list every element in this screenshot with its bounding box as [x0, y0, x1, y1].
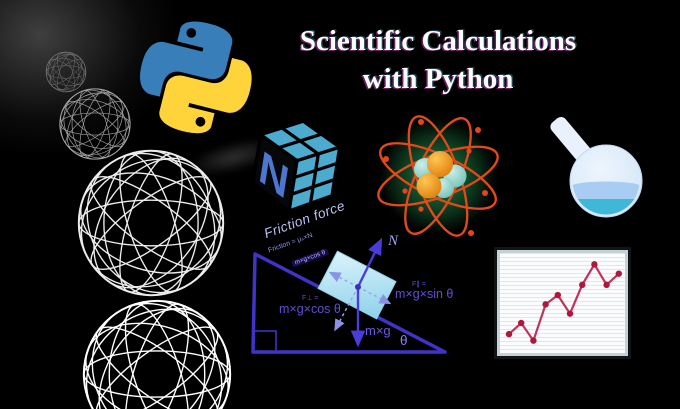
block-center-dot	[355, 284, 361, 290]
perpendicular-formula-label: m×g×cos θ	[279, 302, 341, 316]
title-line-2: with Python	[362, 63, 514, 95]
flask-icon	[550, 116, 643, 218]
line-chart	[497, 250, 628, 356]
incline-angle-label: θ	[400, 333, 408, 348]
title-line-1: Scientific Calculations	[299, 25, 577, 57]
line-chart-svg	[505, 261, 622, 344]
wireframe-sphere-icon	[80, 297, 234, 409]
wireframe-sphere-icon	[75, 147, 227, 299]
atom-orbits	[377, 115, 499, 237]
atom-icon	[363, 102, 513, 250]
python-logo-icon	[140, 21, 252, 134]
incline-diagram: Friction force Friction = μₛ×N m×g×cos θ…	[245, 198, 467, 365]
parallel-formula-label: m×g×sin θ	[395, 287, 454, 301]
friction-arrow	[328, 271, 359, 288]
perpendicular-prefix-label: F⊥ =	[302, 295, 319, 302]
right-angle-mark	[255, 330, 277, 352]
parallel-component-arrow	[357, 286, 392, 305]
normal-force-arrow	[356, 237, 383, 288]
page-title: Scientific Calculations with Python	[242, 22, 634, 98]
numpy-logo-icon: N	[251, 119, 342, 213]
perpendicular-component-arrow	[334, 286, 359, 332]
weight-label: m×g	[365, 323, 391, 338]
parallel-prefix-label: F∥ =	[412, 281, 426, 288]
normal-force-label: N	[388, 233, 399, 249]
electrons	[383, 119, 488, 236]
nucleus	[414, 151, 467, 199]
